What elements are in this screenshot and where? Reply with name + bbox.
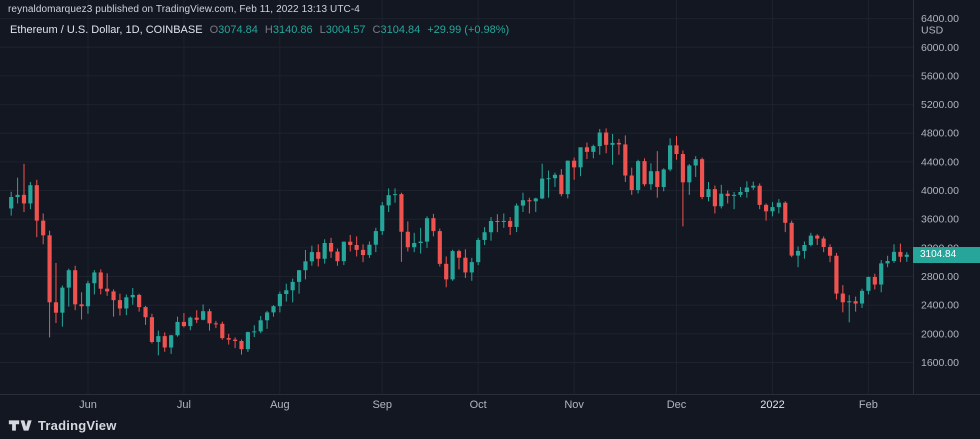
svg-text:Nov: Nov [564, 399, 584, 411]
svg-text:1600.00: 1600.00 [921, 357, 959, 369]
svg-text:Oct: Oct [470, 399, 487, 411]
candles-layer[interactable] [9, 128, 909, 356]
high-label: H [264, 24, 273, 36]
grid-layer [0, 0, 914, 394]
currency-label: USD [921, 25, 944, 37]
svg-text:Feb: Feb [859, 399, 878, 411]
chart-legend: Ethereum / U.S. Dollar, 1D, COINBASE O30… [10, 24, 509, 36]
ohlc-low: L3004.57 [320, 24, 366, 36]
svg-text:3600.00: 3600.00 [921, 214, 959, 226]
svg-text:2022: 2022 [760, 399, 784, 411]
tradingview-logo-icon [8, 420, 32, 431]
svg-text:6400.00: 6400.00 [921, 13, 959, 25]
svg-text:4000.00: 4000.00 [921, 185, 959, 197]
attribution-link[interactable]: reynaldomarquez3 published on TradingVie… [8, 4, 360, 15]
ohlc-high: H3140.86 [265, 24, 313, 36]
tradingview-logo-text: TradingView [38, 418, 117, 433]
symbol-title[interactable]: Ethereum / U.S. Dollar, 1D, COINBASE [10, 24, 203, 36]
svg-text:Jun: Jun [79, 399, 97, 411]
axis-borders [0, 0, 980, 395]
svg-text:Dec: Dec [667, 399, 687, 411]
tradingview-logo[interactable]: TradingView [8, 418, 117, 433]
close-label: C [372, 24, 381, 36]
low-label: L [319, 24, 326, 36]
svg-text:2400.00: 2400.00 [921, 300, 959, 312]
svg-text:Jul: Jul [177, 399, 191, 411]
svg-text:Aug: Aug [270, 399, 290, 411]
last-price-label: 3104.84 [913, 246, 980, 263]
svg-text:4400.00: 4400.00 [921, 156, 959, 168]
ohlc-close: C3104.84 [373, 24, 421, 36]
time-scale[interactable]: Jun Jul Aug Sep Oct Nov Dec 2022 Feb [79, 399, 878, 411]
ohlc-open: O3074.84 [210, 24, 258, 36]
svg-text:5200.00: 5200.00 [921, 99, 959, 111]
open-value: 3074.84 [218, 24, 258, 36]
svg-text:4800.00: 4800.00 [921, 128, 959, 140]
svg-text:6000.00: 6000.00 [921, 42, 959, 54]
open-label: O [209, 24, 219, 36]
close-value: 3104.84 [380, 24, 421, 36]
svg-text:2000.00: 2000.00 [921, 328, 959, 340]
svg-text:5600.00: 5600.00 [921, 70, 959, 82]
price-scale[interactable]: 6400.00 6000.00 5600.00 5200.00 4800.00 4400.… [921, 13, 959, 369]
svg-text:2800.00: 2800.00 [921, 271, 959, 283]
change-value: +29.99 (+0.98%) [427, 24, 510, 36]
low-value: 3004.57 [325, 24, 366, 36]
high-value: 3140.86 [272, 24, 313, 36]
svg-text:Sep: Sep [372, 399, 392, 411]
